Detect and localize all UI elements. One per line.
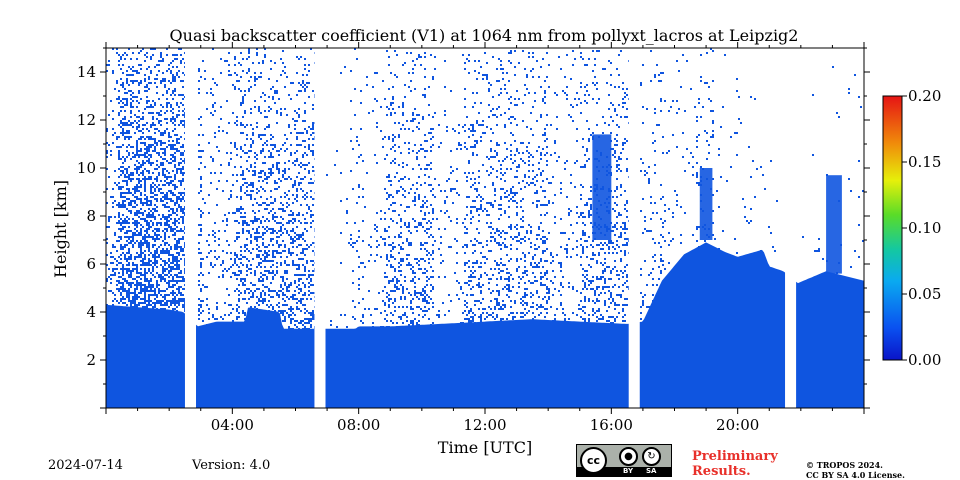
badge-by-label: BY [623, 467, 634, 475]
y-tick-label: 14 [77, 63, 96, 81]
colorbar-tick-label: 0.10 [908, 219, 941, 237]
aerosol-layer-1 [699, 168, 713, 240]
colorbar-tick-label: 0.15 [908, 153, 941, 171]
aerosol-layer-0 [592, 134, 612, 240]
x-tick-label: 04:00 [211, 416, 254, 434]
cc-logo-icon: cc [580, 447, 607, 474]
no-data-gap-0 [184, 48, 197, 408]
person-icon: ● [619, 447, 638, 466]
y-tick-label: 4 [86, 303, 96, 321]
no-data-gap-2 [628, 48, 640, 408]
plot-area [106, 48, 864, 408]
x-tick-label: 20:00 [716, 416, 759, 434]
license-badge: cc ● ↻ BY SA [576, 444, 672, 477]
copyright-note: © TROPOS 2024. CC BY SA 4.0 License. [806, 460, 905, 480]
no-data-gap-1 [314, 48, 326, 408]
copyright-line-2: CC BY SA 4.0 License. [806, 470, 905, 480]
preliminary-line-2: Results. [692, 464, 751, 479]
signal-noise [106, 48, 864, 330]
preliminary-line-1: Preliminary [692, 449, 778, 464]
footer-date: 2024-07-14 [48, 458, 123, 473]
y-axis: 2 4 6 8 10 12 14 [77, 47, 870, 409]
preliminary-note: Preliminary Results. [692, 449, 778, 479]
colorbar-tick-label: 0.00 [908, 351, 941, 369]
no-data-gap-3 [785, 48, 797, 408]
y-tick-label: 10 [77, 159, 96, 177]
aerosol-layer-2 [826, 175, 842, 274]
colorbar-tick-label: 0.05 [908, 285, 941, 303]
chart-title: Quasi backscatter coefficient (V1) at 10… [170, 26, 799, 45]
colorbar [882, 95, 903, 361]
y-tick-label: 2 [86, 351, 96, 369]
badge-bar [577, 467, 671, 476]
share-alike-icon: ↻ [642, 447, 661, 466]
colorbar-ticks: 0.00 0.05 0.10 0.15 0.20 [902, 87, 941, 369]
x-axis: 04:00 08:00 12:00 16:00 20:00 [105, 42, 865, 434]
x-tick-label: 08:00 [337, 416, 380, 434]
y-tick-label: 6 [86, 255, 96, 273]
y-tick-label: 12 [77, 111, 96, 129]
badge-sa-label: SA [646, 467, 657, 475]
copyright-line-1: © TROPOS 2024. [806, 460, 883, 470]
x-tick-label: 12:00 [463, 416, 506, 434]
signal-region [106, 242, 864, 408]
y-tick-label: 8 [86, 207, 96, 225]
x-tick-label: 16:00 [590, 416, 633, 434]
y-axis-label: Height [km] [51, 180, 70, 278]
x-axis-label: Time [UTC] [438, 438, 532, 457]
colorbar-tick-label: 0.20 [908, 87, 941, 105]
footer-version: Version: 4.0 [192, 458, 271, 473]
